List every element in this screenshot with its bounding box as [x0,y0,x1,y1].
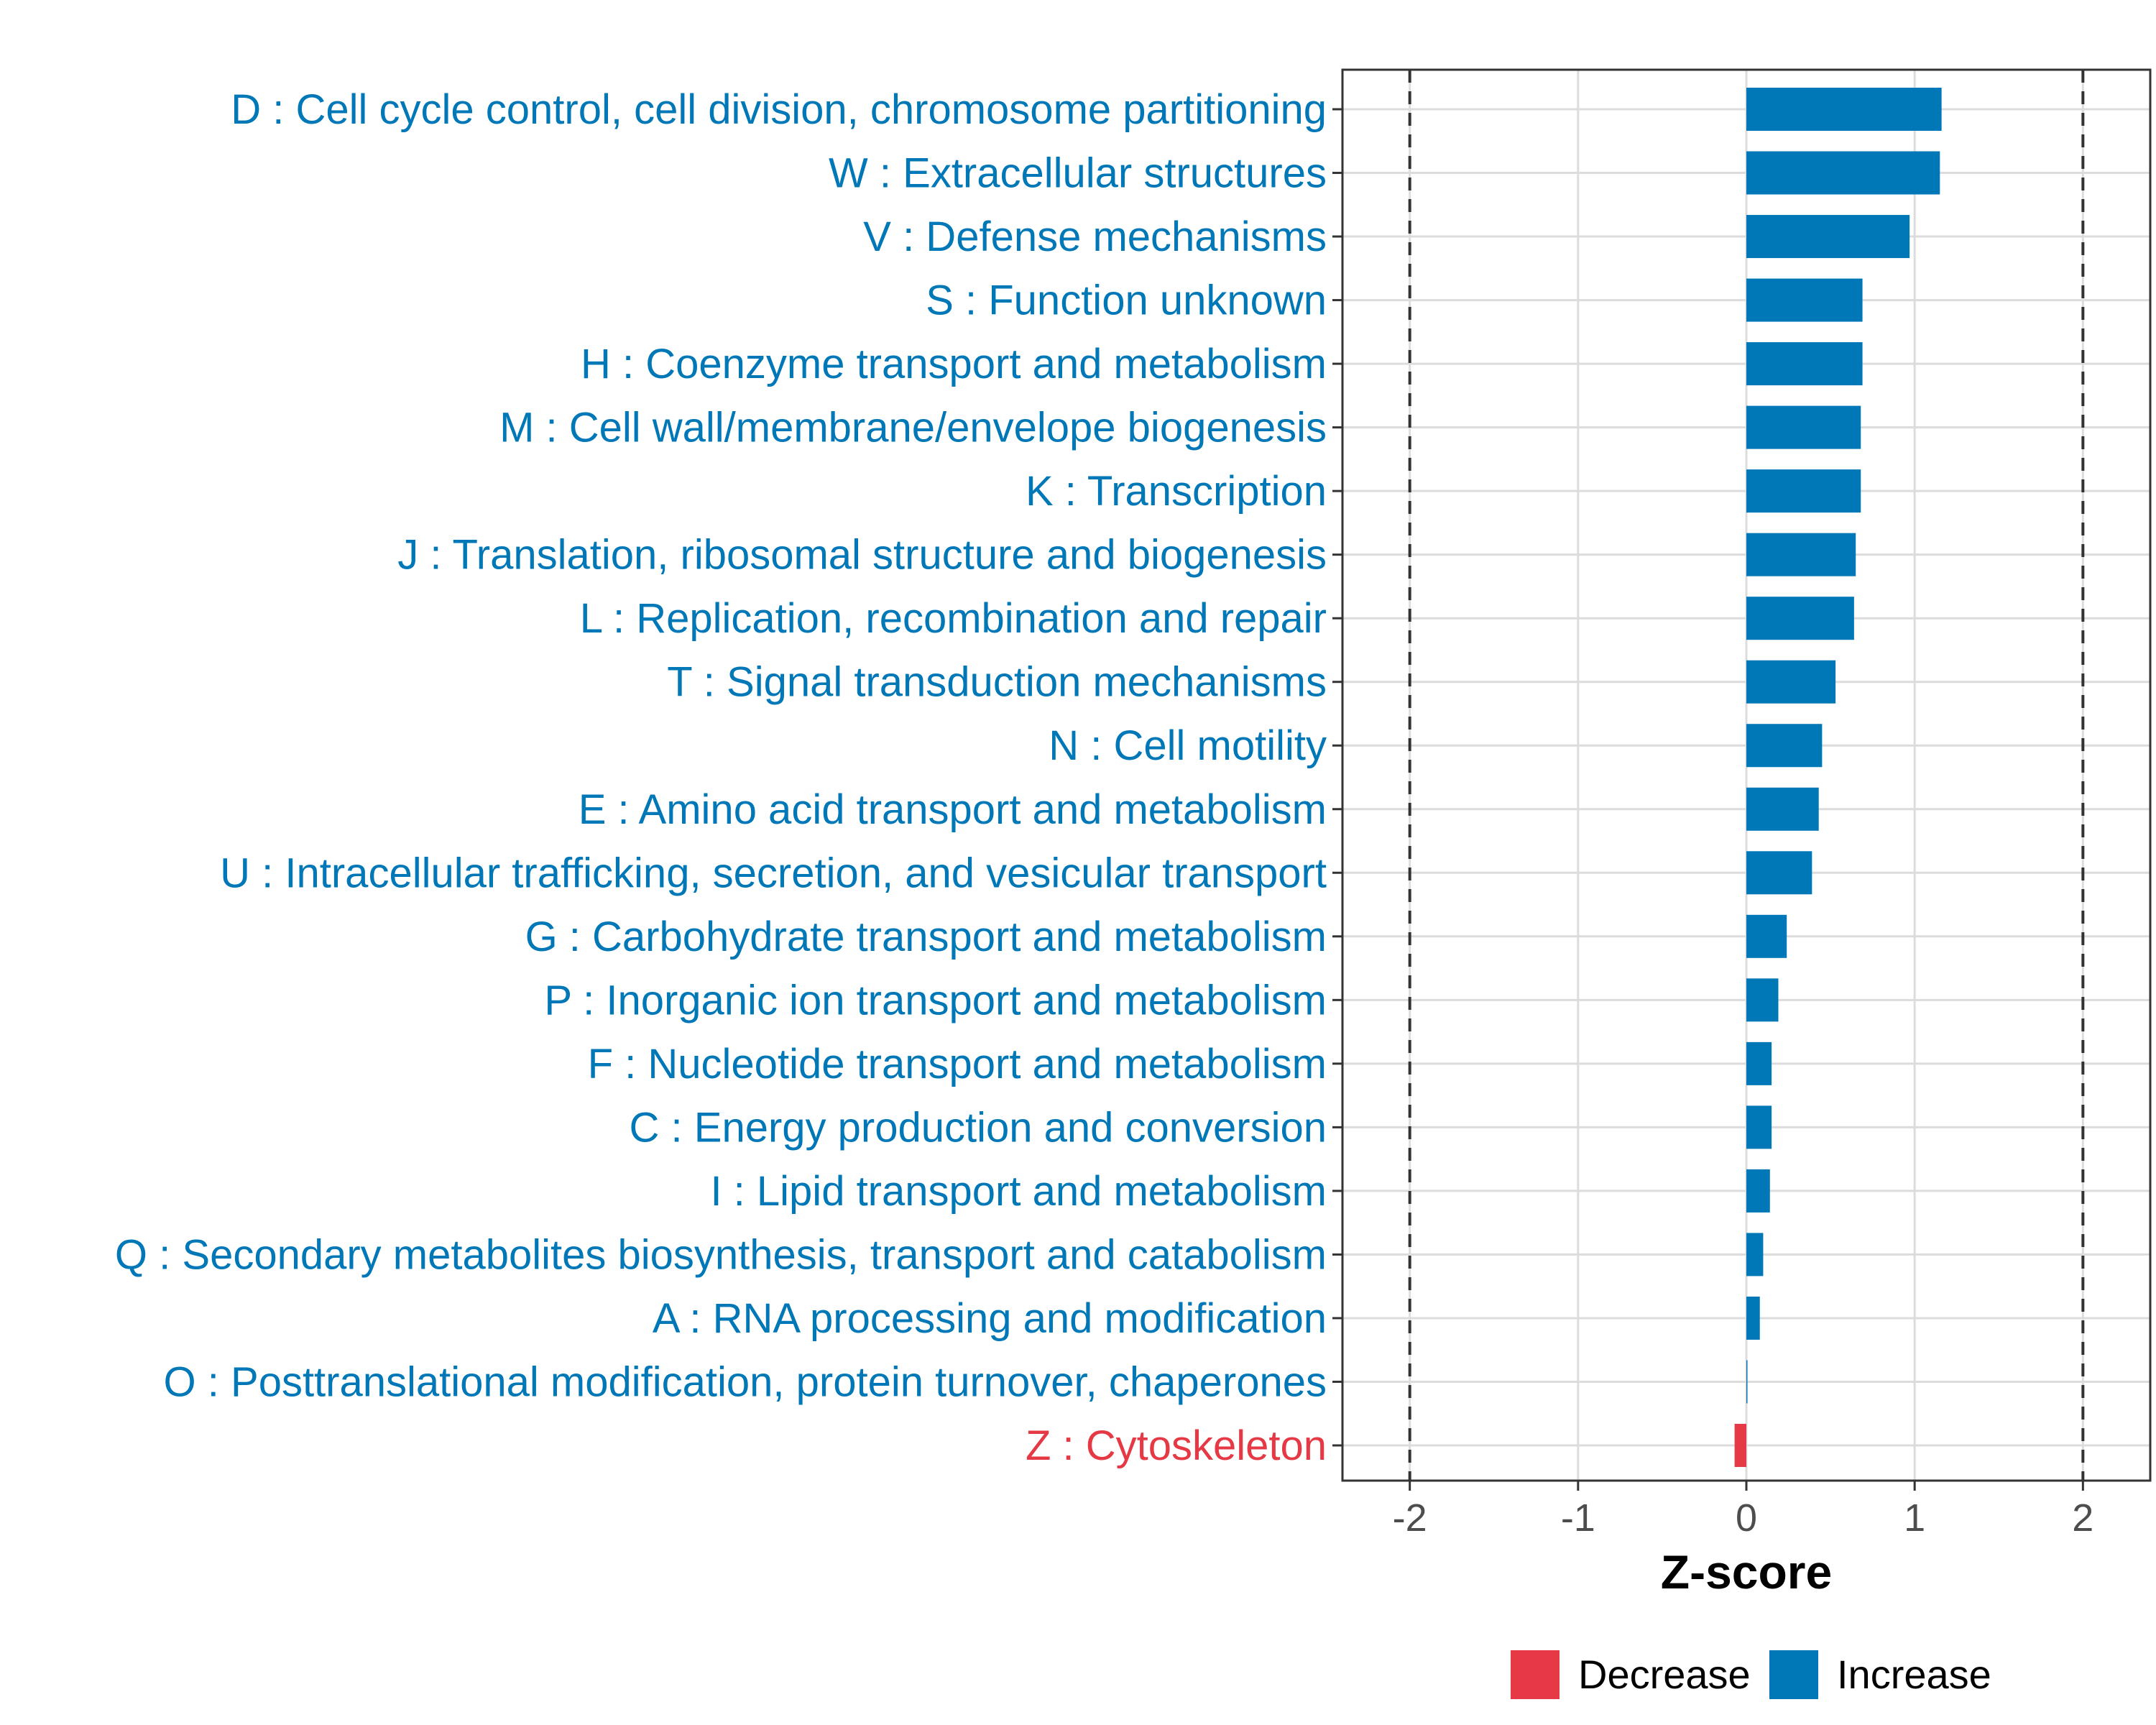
y-axis-labels: D : Cell cycle control, cell division, c… [115,86,1327,1469]
bar [1746,533,1856,576]
x-axis-labels: -2 -1 0 1 2 [1393,1496,2094,1540]
category-label: K : Transcription [1026,468,1327,515]
category-label: C : Energy production and conversion [630,1104,1327,1151]
category-label: I : Lipid transport and metabolism [710,1168,1327,1215]
bar [1746,88,1942,131]
category-label: P : Inorganic ion transport and metaboli… [544,977,1327,1024]
x-tick-label: 0 [1736,1496,1757,1540]
bar [1746,787,1819,831]
legend-label: Increase [1837,1652,1991,1697]
bar [1746,1296,1760,1340]
category-label: H : Coenzyme transport and metabolism [581,341,1327,387]
category-label: A : RNA processing and modification [653,1295,1327,1342]
category-label: G : Carbohydrate transport and metabolis… [525,914,1327,960]
category-label: E : Amino acid transport and metabolism [579,786,1327,833]
bar [1746,342,1863,386]
x-tick-label: -2 [1393,1496,1427,1540]
category-label: Q : Secondary metabolites biosynthesis, … [115,1231,1327,1278]
category-label: O : Posttranslational modification, prot… [164,1358,1327,1405]
bar [1746,851,1812,895]
reference-lines [1408,70,2085,1481]
legend-swatch [1511,1650,1560,1699]
bar [1746,405,1861,449]
bars [1734,88,1942,1467]
legend-swatch [1769,1650,1818,1699]
bar [1746,597,1854,640]
bar [1746,1233,1764,1276]
bar [1746,1360,1748,1404]
category-label: M : Cell wall/membrane/envelope biogenes… [499,405,1327,451]
x-axis-ticks [1409,1481,2084,1491]
category-label: D : Cell cycle control, cell division, c… [231,86,1327,133]
y-axis-ticks [1332,108,1342,1447]
category-label: S : Function unknown [926,277,1327,324]
category-label: L : Replication, recombination and repai… [580,595,1327,642]
bar [1746,660,1836,704]
x-tick-label: -1 [1561,1496,1595,1540]
category-label: F : Nucleotide transport and metabolism [588,1041,1327,1087]
bar [1746,278,1863,322]
legend-label: Decrease [1578,1652,1751,1697]
category-label: W : Extracellular structures [829,150,1327,197]
category-label: Z : Cytoskeleton [1026,1422,1327,1469]
x-tick-label: 1 [1904,1496,1925,1540]
bar [1746,1041,1772,1085]
x-tick-label: 2 [2072,1496,2093,1540]
category-label: N : Cell motility [1049,722,1327,769]
bar [1746,914,1787,958]
bar [1746,724,1823,768]
bar [1746,1169,1770,1213]
bar [1746,978,1779,1022]
legend: Decrease Increase [1511,1650,1991,1699]
bar [1746,1105,1772,1149]
category-label: V : Defense mechanisms [863,213,1327,260]
x-axis-title: Z-score [1661,1545,1832,1598]
bar [1746,151,1940,195]
category-label: U : Intracellular trafficking, secretion… [220,850,1327,896]
category-label: T : Signal transduction mechanisms [667,659,1327,706]
category-label: J : Translation, ribosomal structure and… [397,532,1327,579]
bar [1746,469,1861,513]
bar [1734,1424,1746,1467]
bar [1746,215,1910,259]
